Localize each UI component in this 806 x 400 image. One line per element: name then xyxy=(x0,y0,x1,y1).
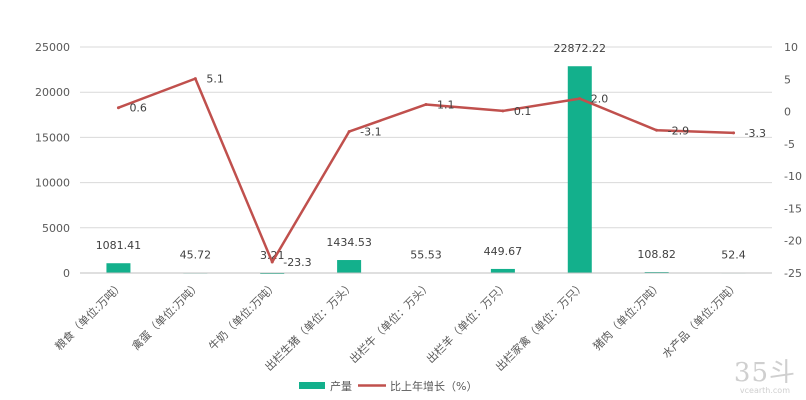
y-right-tick-label: 0 xyxy=(784,106,791,119)
bar-data-label: 1434.53 xyxy=(326,236,372,249)
bar-data-label: 108.82 xyxy=(637,248,676,261)
line-data-label: 2.0 xyxy=(591,93,609,106)
line-data-label: 1.1 xyxy=(437,98,455,111)
y-left-tick-label: 0 xyxy=(63,267,70,280)
y-right-tick-label: 10 xyxy=(784,41,798,54)
line-data-label: 5.1 xyxy=(206,73,224,86)
bar-data-label: 52.4 xyxy=(721,249,746,262)
line-point xyxy=(578,97,582,101)
x-tick-label: 出栏羊（单位：万只） xyxy=(423,278,511,366)
line-point xyxy=(270,260,274,264)
line-point xyxy=(347,130,351,134)
line-point xyxy=(655,128,659,132)
y-right-tick-label: -20 xyxy=(784,235,802,248)
line-point xyxy=(193,77,197,81)
watermark-logo: 35斗 vcearth.com xyxy=(734,360,796,396)
x-tick-label: 粮食（单位:万吨） xyxy=(52,278,127,353)
line-data-label: -23.3 xyxy=(283,256,311,269)
bar-data-label: 449.67 xyxy=(484,245,523,258)
legend-bar-swatch xyxy=(299,382,325,389)
y-right-tick-label: -15 xyxy=(784,202,802,215)
bar-data-label: 22872.22 xyxy=(554,42,607,55)
y-right-tick-label: -5 xyxy=(784,138,795,151)
y-right-tick-label: 5 xyxy=(784,73,791,86)
x-tick-label: 出栏生猪（单位：万头） xyxy=(262,278,357,373)
bar-data-label: 1081.41 xyxy=(96,239,142,252)
series-line xyxy=(118,77,734,264)
x-tick-label: 水产品（单位:万吨） xyxy=(659,278,742,361)
y-right-tick-label: -25 xyxy=(784,267,802,280)
y-right-tick-label: -10 xyxy=(784,170,802,183)
line-point xyxy=(424,102,428,106)
x-tick-label: 猪肉（单位:万吨） xyxy=(590,278,665,353)
y-left-tick-label: 15000 xyxy=(35,131,70,144)
line-point xyxy=(116,106,120,110)
x-tick-label: 禽蛋（单位:万吨） xyxy=(129,278,204,353)
x-tick-label: 牛奶（单位:万吨） xyxy=(206,278,281,353)
y-left-tick-label: 5000 xyxy=(42,222,70,235)
line-data-label: -3.1 xyxy=(360,126,381,139)
y-left-tick-label: 25000 xyxy=(35,41,70,54)
line-data-label: 0.6 xyxy=(129,102,147,115)
line-data-label: -2.9 xyxy=(668,124,689,137)
legend-line-label: 比上年增长（%） xyxy=(390,379,477,393)
watermark-url: vcearth.com xyxy=(739,386,790,395)
bar-data-label: 45.72 xyxy=(180,249,212,262)
watermark-text: 35斗 xyxy=(733,358,796,388)
y-left-tick-label: 20000 xyxy=(35,86,70,99)
x-tick-label: 出栏牛（单位：万头） xyxy=(346,278,434,366)
line-data-label: 0.1 xyxy=(514,105,532,118)
bar xyxy=(337,260,362,273)
legend-bar-label: 产量 xyxy=(330,379,352,393)
line-point xyxy=(732,131,736,135)
line-point xyxy=(501,109,505,113)
bar-data-label: 55.53 xyxy=(410,248,442,261)
y-left-tick-label: 10000 xyxy=(35,177,70,190)
x-tick-label: 出栏家禽（单位：万只） xyxy=(492,278,587,373)
line-data-label: -3.3 xyxy=(745,127,766,140)
bar xyxy=(490,268,515,273)
bar xyxy=(106,263,131,273)
